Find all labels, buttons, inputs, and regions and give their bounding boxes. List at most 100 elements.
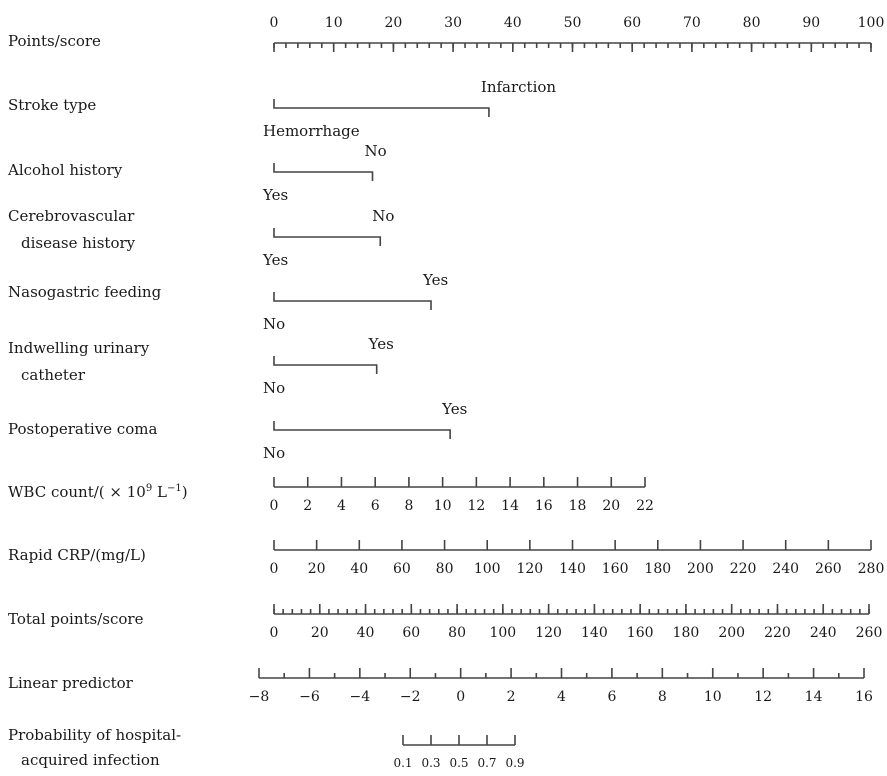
tick-label: 16	[855, 689, 873, 705]
tick-label: 18	[569, 498, 587, 514]
tick-label: −8	[249, 689, 270, 705]
tick-label: 280	[858, 561, 885, 577]
tick-label: 80	[436, 561, 454, 577]
tick-label: 180	[673, 625, 700, 641]
tick-label: 22	[636, 498, 654, 514]
row-label: Nasogastric feeding	[8, 283, 162, 301]
tick-label: 260	[856, 625, 883, 641]
tick-label: 0	[456, 689, 465, 705]
tick-label: 2	[507, 689, 516, 705]
level-label-low: No	[263, 315, 285, 333]
tick-label: 14	[501, 498, 519, 514]
tick-label: 220	[730, 561, 757, 577]
level-bar	[273, 292, 432, 310]
tick-label: 0	[270, 498, 279, 514]
tick-label: 6	[371, 498, 380, 514]
row-label: Probability of hospital-	[8, 726, 181, 744]
tick-label: 8	[404, 498, 413, 514]
tick-label: 80	[743, 15, 761, 31]
tick-label: −4	[350, 689, 371, 705]
level-label-high: No	[372, 207, 394, 225]
tick-label: 60	[402, 625, 420, 641]
tick-label: 100	[474, 561, 501, 577]
row-label: catheter	[21, 366, 86, 384]
tick-label: 160	[602, 561, 629, 577]
tick-label: 30	[444, 15, 462, 31]
level-label-high: Yes	[368, 335, 394, 353]
tick-label: 4	[337, 498, 346, 514]
tick-label: 20	[308, 561, 326, 577]
tick-label: 260	[815, 561, 842, 577]
tick-label: 0.3	[421, 756, 440, 770]
tick-label: 0.5	[449, 756, 468, 770]
tick-label: 120	[535, 625, 562, 641]
tick-label: 20	[384, 15, 402, 31]
tick-label: 0	[270, 561, 279, 577]
tick-label: 20	[602, 498, 620, 514]
row-label: Rapid CRP/(mg/L)	[8, 546, 146, 564]
tick-label: 0	[270, 625, 279, 641]
tick-label: 100	[489, 625, 516, 641]
level-bar	[273, 99, 490, 117]
row-label: Total points/score	[8, 610, 144, 628]
level-label-low: Yes	[262, 186, 288, 204]
tick-label: 6	[607, 689, 616, 705]
level-bar	[273, 163, 374, 181]
tick-label: 10	[325, 15, 343, 31]
row-label: disease history	[21, 234, 136, 252]
row-label: acquired infection	[21, 751, 160, 769]
tick-label: 14	[805, 689, 823, 705]
row-label: Linear predictor	[8, 674, 134, 692]
level-label-low: No	[263, 444, 285, 462]
tick-label: 160	[627, 625, 654, 641]
level-label-high: No	[365, 142, 387, 160]
tick-label: 200	[718, 625, 745, 641]
tick-label: −6	[299, 689, 320, 705]
level-label-high: Infarction	[481, 78, 557, 96]
tick-label: 50	[564, 15, 582, 31]
tick-label: 140	[559, 561, 586, 577]
level-label-low: No	[263, 379, 285, 397]
tick-label: 40	[504, 15, 522, 31]
row-label: Stroke type	[8, 96, 96, 114]
level-label-low: Yes	[262, 251, 288, 269]
level-bar	[273, 421, 451, 439]
tick-label: 20	[311, 625, 329, 641]
tick-label: 0	[270, 15, 279, 31]
tick-label: 200	[687, 561, 714, 577]
row-label: Postoperative coma	[8, 420, 157, 438]
tick-label: 0.9	[505, 756, 524, 770]
tick-label: 40	[350, 561, 368, 577]
tick-label: 10	[434, 498, 452, 514]
tick-label: 240	[810, 625, 837, 641]
tick-label: 240	[772, 561, 799, 577]
tick-label: 140	[581, 625, 608, 641]
tick-label: 40	[357, 625, 375, 641]
tick-label: 120	[516, 561, 543, 577]
row-label: WBC count/( × 109 L−1)	[8, 483, 188, 501]
row-label: Cerebrovascular	[8, 207, 135, 225]
tick-label: 70	[683, 15, 701, 31]
tick-label: 0.7	[477, 756, 496, 770]
tick-label: 12	[754, 689, 772, 705]
row-label: Indwelling urinary	[8, 339, 150, 357]
tick-label: 0.1	[393, 756, 412, 770]
row-label: Alcohol history	[7, 161, 123, 179]
tick-label: 220	[764, 625, 791, 641]
level-label-low: Hemorrhage	[263, 122, 360, 140]
tick-label: 80	[448, 625, 466, 641]
tick-label: −2	[400, 689, 421, 705]
tick-label: 90	[802, 15, 820, 31]
tick-label: 2	[303, 498, 312, 514]
level-bar	[273, 228, 382, 246]
tick-label: 100	[858, 15, 885, 31]
tick-label: 60	[393, 561, 411, 577]
tick-label: 60	[623, 15, 641, 31]
level-label-high: Yes	[422, 271, 448, 289]
tick-label: 10	[704, 689, 722, 705]
row-label: Points/score	[8, 32, 101, 50]
tick-label: 12	[467, 498, 485, 514]
level-label-high: Yes	[441, 400, 467, 418]
tick-label: 180	[644, 561, 671, 577]
